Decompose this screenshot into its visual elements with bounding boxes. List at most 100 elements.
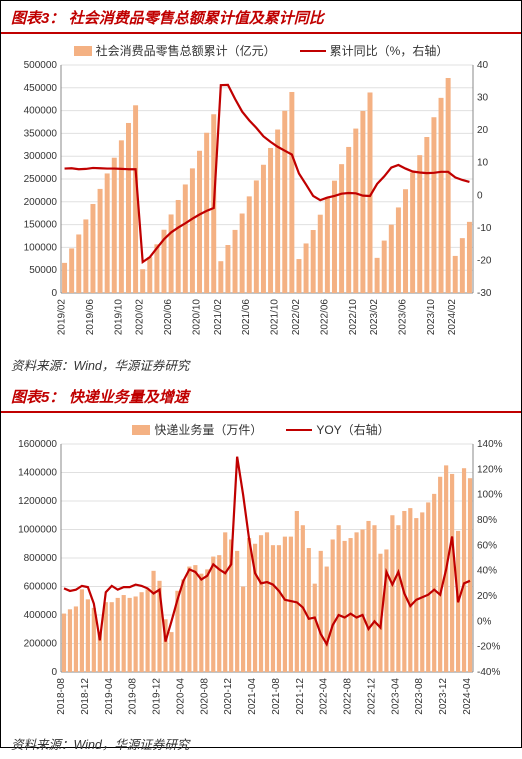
svg-text:400000: 400000 bbox=[24, 610, 58, 621]
svg-text:2022-08: 2022-08 bbox=[343, 678, 354, 715]
svg-text:-40%: -40% bbox=[477, 667, 500, 678]
svg-text:10: 10 bbox=[477, 158, 489, 169]
figure-5-block: 图表5： 快递业务量及增速 快递业务量（万件） YOY（右轴） 0 200000 4… bbox=[1, 380, 521, 759]
chart-2-legend: 快递业务量（万件） YOY（右轴） bbox=[9, 417, 513, 440]
svg-text:2021/02: 2021/02 bbox=[213, 299, 224, 336]
svg-text:2020/10: 2020/10 bbox=[192, 299, 203, 336]
svg-text:-10: -10 bbox=[477, 223, 492, 234]
chart-2-legend-line-label: YOY（右轴） bbox=[316, 421, 389, 438]
chart-1-legend-line-label: 累计同比（%，右轴） bbox=[330, 42, 449, 59]
svg-text:1000000: 1000000 bbox=[18, 525, 57, 536]
chart-1-legend-line: 累计同比（%，右轴） bbox=[300, 42, 449, 59]
svg-text:40%: 40% bbox=[477, 566, 497, 577]
svg-text:40: 40 bbox=[477, 61, 489, 71]
svg-text:2018-08: 2018-08 bbox=[56, 678, 67, 715]
svg-text:2019-04: 2019-04 bbox=[104, 678, 115, 715]
svg-text:1200000: 1200000 bbox=[18, 496, 57, 507]
svg-text:350000: 350000 bbox=[24, 128, 58, 139]
svg-text:300000: 300000 bbox=[24, 151, 58, 162]
chart-1-legend-bar-label: 社会消费品零售总额累计（亿元） bbox=[96, 42, 276, 59]
chart-1-area: 社会消费品零售总额累计（亿元） 累计同比（%，右轴） 0 50000 100000 1… bbox=[1, 34, 521, 351]
svg-text:250000: 250000 bbox=[24, 174, 58, 185]
svg-text:-20%: -20% bbox=[477, 642, 500, 653]
svg-text:200000: 200000 bbox=[24, 197, 58, 208]
svg-text:100%: 100% bbox=[477, 490, 503, 501]
chart-2-legend-bar-label: 快递业务量（万件） bbox=[154, 421, 262, 438]
svg-text:2020/06: 2020/06 bbox=[163, 299, 174, 336]
svg-text:50000: 50000 bbox=[29, 265, 57, 276]
svg-text:-20: -20 bbox=[477, 255, 492, 266]
chart-2-area: 快递业务量（万件） YOY（右轴） 0 200000 400000 600000 800… bbox=[1, 413, 521, 730]
svg-text:2020-08: 2020-08 bbox=[199, 678, 210, 715]
figure-3-label: 图表3： bbox=[11, 10, 64, 27]
svg-text:2020-12: 2020-12 bbox=[223, 678, 234, 715]
svg-text:2022-12: 2022-12 bbox=[366, 678, 377, 715]
svg-text:2024/02: 2024/02 bbox=[447, 299, 458, 336]
chart-1-source: 资料来源：Wind，华源证券研究 bbox=[1, 351, 521, 380]
svg-text:2023/02: 2023/02 bbox=[369, 299, 380, 336]
svg-text:150000: 150000 bbox=[24, 220, 58, 231]
svg-text:200000: 200000 bbox=[24, 639, 58, 650]
svg-text:450000: 450000 bbox=[24, 83, 58, 94]
chart-2-legend-line: YOY（右轴） bbox=[286, 421, 389, 438]
svg-text:2020/02: 2020/02 bbox=[135, 299, 146, 336]
svg-text:0: 0 bbox=[477, 190, 483, 201]
svg-text:800000: 800000 bbox=[24, 553, 58, 564]
svg-text:120%: 120% bbox=[477, 464, 503, 475]
svg-text:500000: 500000 bbox=[24, 61, 58, 71]
figure-5-title-bar: 图表5： 快递业务量及增速 bbox=[1, 380, 521, 413]
svg-text:0: 0 bbox=[51, 667, 57, 678]
svg-text:2021-08: 2021-08 bbox=[271, 678, 282, 715]
figure-3-title: 社会消费品零售总额累计值及累计同比 bbox=[69, 10, 324, 27]
bar-swatch-icon bbox=[74, 46, 92, 56]
svg-text:2023-08: 2023-08 bbox=[414, 678, 425, 715]
svg-text:400000: 400000 bbox=[24, 106, 58, 117]
svg-text:0: 0 bbox=[51, 288, 57, 299]
svg-text:1600000: 1600000 bbox=[18, 440, 57, 450]
svg-text:20%: 20% bbox=[477, 591, 497, 602]
svg-text:2022-04: 2022-04 bbox=[319, 678, 330, 715]
svg-text:2023/06: 2023/06 bbox=[398, 299, 409, 336]
svg-text:30: 30 bbox=[477, 93, 489, 104]
svg-text:-30: -30 bbox=[477, 288, 492, 299]
figure-3-block: 图表3： 社会消费品零售总额累计值及累计同比 社会消费品零售总额累计（亿元） 累… bbox=[1, 1, 521, 380]
line-swatch-icon bbox=[286, 429, 312, 431]
svg-text:600000: 600000 bbox=[24, 582, 58, 593]
svg-text:2021/10: 2021/10 bbox=[270, 299, 281, 336]
svg-text:2021/06: 2021/06 bbox=[241, 299, 252, 336]
chart-2-legend-bar: 快递业务量（万件） bbox=[132, 421, 262, 438]
svg-text:140%: 140% bbox=[477, 440, 503, 450]
svg-text:2023-12: 2023-12 bbox=[438, 678, 449, 715]
chart-1-legend-bar: 社会消费品零售总额累计（亿元） bbox=[74, 42, 276, 59]
svg-text:0%: 0% bbox=[477, 616, 492, 627]
svg-text:2023/10: 2023/10 bbox=[426, 299, 437, 336]
chart-1-svg: 0 50000 100000 150000 200000 250000 300000 3500… bbox=[9, 61, 515, 351]
svg-text:2021-04: 2021-04 bbox=[247, 678, 258, 715]
figure-5-title: 快递业务量及增速 bbox=[69, 389, 189, 406]
chart-2-svg: 0 200000 400000 600000 800000 1000000 1200000 1… bbox=[9, 440, 515, 730]
figure-5-label: 图表5： bbox=[11, 389, 64, 406]
svg-text:2019/06: 2019/06 bbox=[85, 299, 96, 336]
svg-text:2019-08: 2019-08 bbox=[128, 678, 139, 715]
svg-text:2019/02: 2019/02 bbox=[57, 299, 68, 336]
chart-2-source: 资料来源：Wind，华源证券研究 bbox=[1, 730, 521, 759]
svg-text:100000: 100000 bbox=[24, 242, 58, 253]
svg-text:2022/10: 2022/10 bbox=[348, 299, 359, 336]
svg-text:2018-12: 2018-12 bbox=[80, 678, 91, 715]
svg-text:2019-12: 2019-12 bbox=[152, 678, 163, 715]
svg-text:2023-04: 2023-04 bbox=[390, 678, 401, 715]
svg-text:2020-04: 2020-04 bbox=[175, 678, 186, 715]
svg-text:80%: 80% bbox=[477, 515, 497, 526]
svg-text:60%: 60% bbox=[477, 540, 497, 551]
figure-3-title-bar: 图表3： 社会消费品零售总额累计值及累计同比 bbox=[1, 1, 521, 34]
line-swatch-icon bbox=[300, 50, 326, 52]
svg-text:20: 20 bbox=[477, 125, 489, 136]
svg-text:2022/06: 2022/06 bbox=[319, 299, 330, 336]
svg-text:2022/02: 2022/02 bbox=[291, 299, 302, 336]
svg-text:2024-04: 2024-04 bbox=[462, 678, 473, 715]
svg-text:2019/10: 2019/10 bbox=[113, 299, 124, 336]
bar-swatch-icon bbox=[132, 425, 150, 435]
svg-text:1400000: 1400000 bbox=[18, 468, 57, 479]
svg-text:2021-12: 2021-12 bbox=[295, 678, 306, 715]
chart-1-legend: 社会消费品零售总额累计（亿元） 累计同比（%，右轴） bbox=[9, 38, 513, 61]
